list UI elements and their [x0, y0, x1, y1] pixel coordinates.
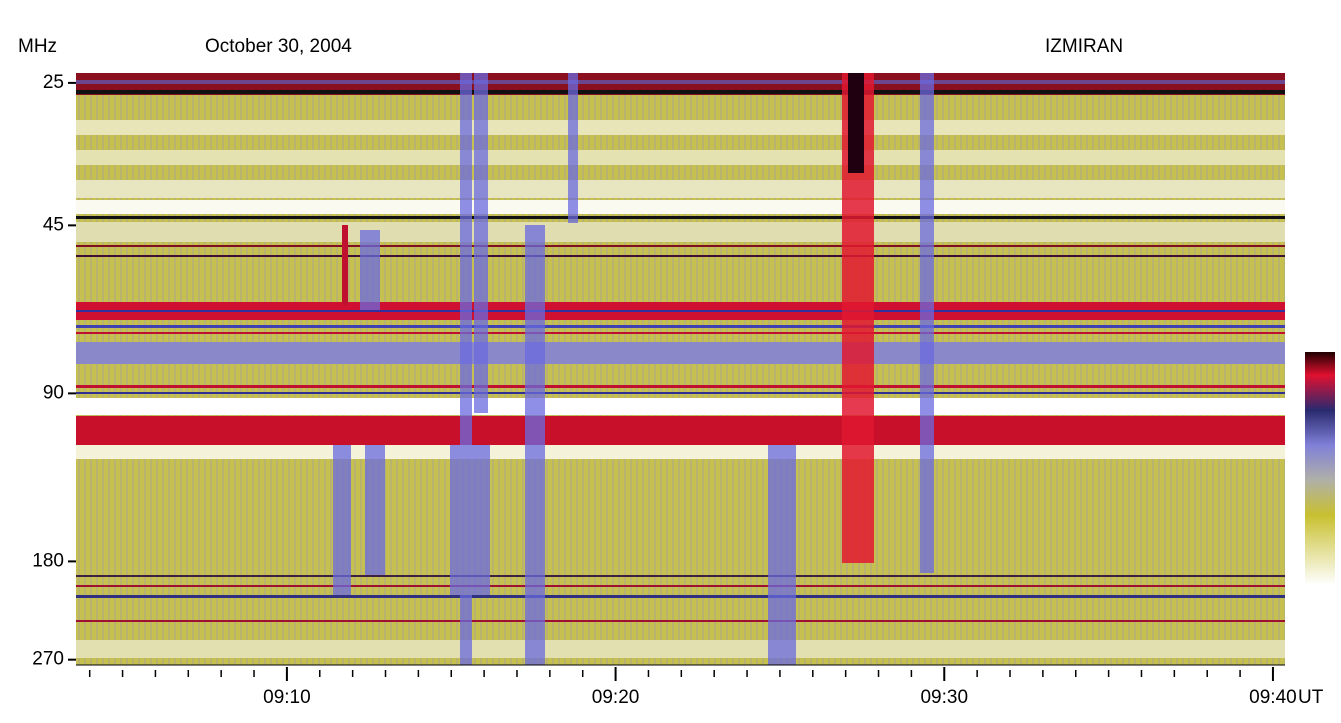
y-tick-label: 45: [43, 214, 64, 235]
y-tick-label: 90: [43, 382, 64, 403]
colorbar: [1305, 352, 1335, 585]
spectrum: [76, 73, 1285, 665]
x-tick-label: 09:10: [263, 687, 311, 708]
chart-title: October 30, 2004: [205, 36, 352, 57]
x-tick-label: 09:30: [920, 687, 968, 708]
x-tick-label: 09:20: [592, 687, 640, 708]
y-tick-label: 180: [32, 550, 64, 571]
y-axis-label: MHz: [18, 36, 57, 57]
y-tick-label: 270: [32, 649, 64, 670]
source-label: IZMIRAN: [1045, 36, 1123, 57]
x-axis-label: UT: [1298, 687, 1324, 708]
x-tick-label: 09:40: [1249, 687, 1297, 708]
y-tick-label: 25: [43, 72, 64, 93]
